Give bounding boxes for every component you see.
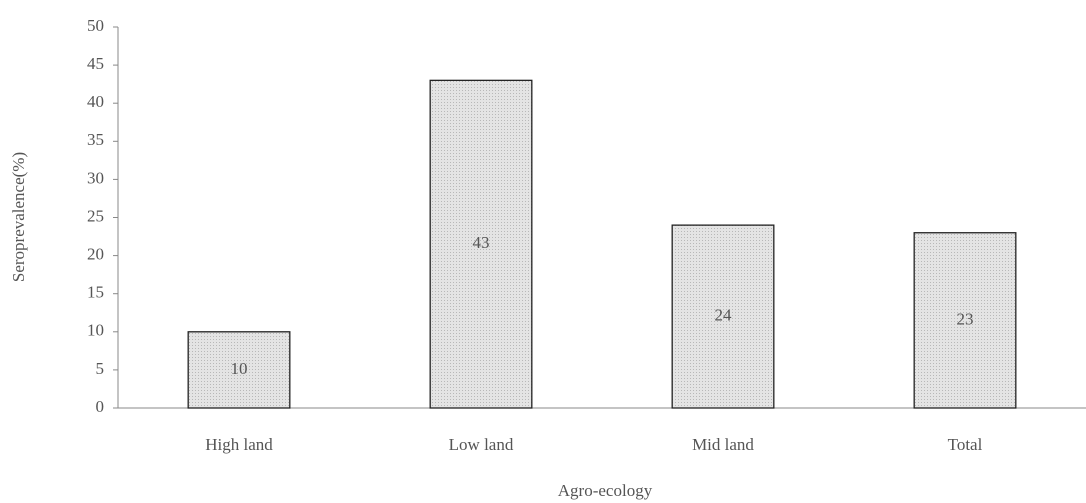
y-tick-label: 35 bbox=[87, 130, 104, 149]
x-tick-label: Total bbox=[948, 435, 983, 454]
y-axis-label: Seroprevalence(%) bbox=[9, 152, 28, 282]
x-tick-label: Low land bbox=[449, 435, 514, 454]
x-axis-label: Agro-ecology bbox=[558, 481, 653, 500]
y-tick-label: 5 bbox=[96, 359, 105, 378]
y-tick-label: 15 bbox=[87, 283, 104, 302]
y-tick-label: 25 bbox=[87, 206, 104, 225]
y-tick-label: 10 bbox=[87, 321, 104, 340]
data-label: 43 bbox=[473, 233, 490, 252]
y-tick-label: 30 bbox=[87, 168, 104, 187]
y-tick-label: 0 bbox=[96, 397, 105, 416]
bar bbox=[429, 79, 533, 409]
bar bbox=[187, 331, 291, 409]
x-tick-label: High land bbox=[205, 435, 273, 454]
data-label: 24 bbox=[715, 305, 733, 324]
x-tick-label: Mid land bbox=[692, 435, 754, 454]
y-tick-label: 20 bbox=[87, 245, 104, 264]
data-label: 23 bbox=[957, 309, 974, 328]
data-label: 10 bbox=[231, 359, 248, 378]
y-tick-label: 45 bbox=[87, 54, 104, 73]
y-tick-label: 50 bbox=[87, 16, 104, 35]
y-tick-label: 40 bbox=[87, 92, 104, 111]
bar bbox=[913, 232, 1017, 409]
bar bbox=[671, 224, 775, 409]
